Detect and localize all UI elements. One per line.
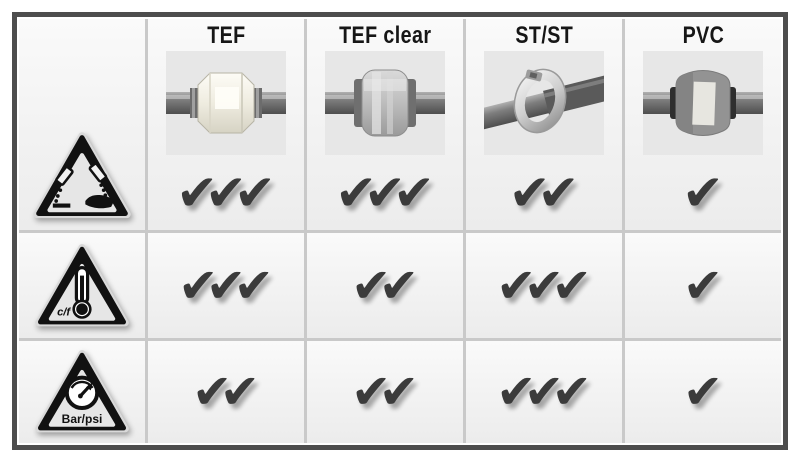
tef-clear-coupling-image bbox=[325, 51, 445, 155]
column-label-stst: ST/ST bbox=[515, 22, 573, 49]
rating-chemical-tef: ✔✔✔ bbox=[176, 163, 276, 222]
column-tef-clear: TEF clear ✔✔✔ bbox=[307, 19, 463, 230]
column-tef: TEF ✔✔✔ bbox=[148, 19, 304, 230]
rating-pressure-tef: ✔✔ bbox=[192, 364, 260, 420]
temperature-icon-label: c/f bbox=[57, 306, 71, 318]
rating-pressure-pvc: ✔ bbox=[682, 364, 723, 420]
pressure-icon-label: Bar/psi bbox=[62, 412, 103, 426]
column-stst: ST/ST ✔✔ bbox=[466, 19, 622, 230]
row-header-chemical bbox=[19, 19, 145, 230]
pressure-warning-icon: Bar/psi bbox=[34, 348, 130, 436]
rating-temperature-tef: ✔✔✔ bbox=[178, 257, 274, 314]
column-pvc: PVC ✔ bbox=[625, 19, 781, 230]
rating-chemical-pvc: ✔ bbox=[682, 163, 724, 222]
column-header: TEF bbox=[203, 21, 250, 51]
column-header: PVC bbox=[678, 21, 729, 51]
rating-temperature-pvc: ✔ bbox=[682, 257, 723, 314]
table-frame: TEF ✔✔✔ TEF clear ✔✔✔ ST/ST ✔✔ PVC ✔ bbox=[12, 12, 788, 450]
rating-chemical-tef-clear: ✔✔✔ bbox=[335, 163, 435, 222]
corrosive-warning-icon bbox=[32, 130, 132, 222]
rating-chemical-stst: ✔✔ bbox=[508, 163, 580, 222]
rating-temperature-stst: ✔✔✔ bbox=[496, 257, 592, 314]
temperature-warning-icon: c/f bbox=[34, 242, 130, 330]
rating-pressure-stst: ✔✔✔ bbox=[496, 364, 592, 420]
row-header-temperature: c/f bbox=[19, 233, 145, 338]
pvc-coupling-image bbox=[643, 51, 763, 155]
column-label-tef: TEF bbox=[206, 22, 246, 49]
stst-coupling-image bbox=[484, 51, 604, 155]
rating-temperature-tef-clear: ✔✔ bbox=[351, 257, 419, 314]
row-header-pressure: Bar/psi bbox=[19, 341, 145, 443]
rating-pressure-tef-clear: ✔✔ bbox=[351, 364, 419, 420]
column-header: TEF clear bbox=[329, 21, 442, 51]
coupling-comparison-table: TEF ✔✔✔ TEF clear ✔✔✔ ST/ST ✔✔ PVC ✔ bbox=[19, 19, 781, 443]
column-label-pvc: PVC bbox=[682, 22, 724, 49]
tef-coupling-image bbox=[166, 51, 286, 155]
column-header: ST/ST bbox=[509, 21, 580, 51]
column-label-tef-clear: TEF clear bbox=[338, 22, 432, 49]
